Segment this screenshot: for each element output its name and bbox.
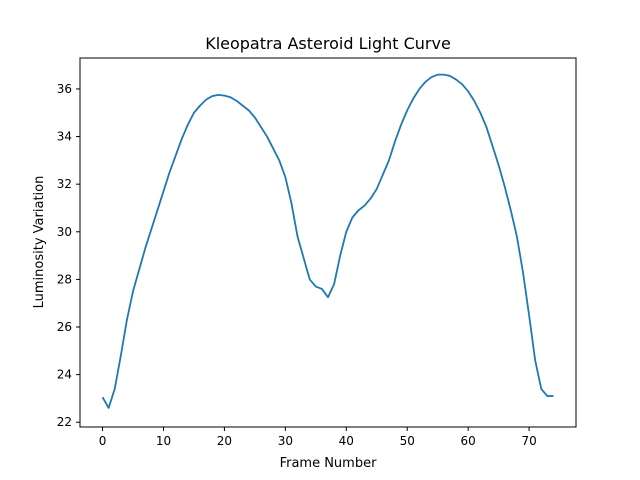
x-tick-label: 70 [521,434,536,448]
chart-title: Kleopatra Asteroid Light Curve [205,34,451,53]
x-axis-label: Frame Number [280,456,378,471]
y-tick-label: 36 [57,82,72,96]
plot-frame [79,57,577,428]
y-tick-label: 34 [57,130,72,144]
series-line-0 [101,73,554,409]
y-tick-label: 28 [57,272,72,286]
x-axis: 0 10 20 30 40 50 60 70 [99,427,537,448]
y-tick-label: 30 [57,225,72,239]
x-tick-label: 10 [156,434,171,448]
y-axis-label: Luminosity Variation [32,176,47,309]
x-tick-label: 20 [217,434,232,448]
y-tick-label: 22 [57,415,72,429]
x-tick-label: 0 [99,434,107,448]
y-tick-label: 32 [57,177,72,191]
y-tick-label: 26 [57,320,72,334]
x-tick-label: 30 [278,434,293,448]
y-tick-label: 24 [57,368,72,382]
x-tick-label: 60 [461,434,476,448]
y-axis: 22 24 26 28 30 32 34 36 [57,82,80,429]
x-tick-label: 40 [339,434,354,448]
plot-area [101,73,554,409]
x-tick-label: 50 [400,434,415,448]
